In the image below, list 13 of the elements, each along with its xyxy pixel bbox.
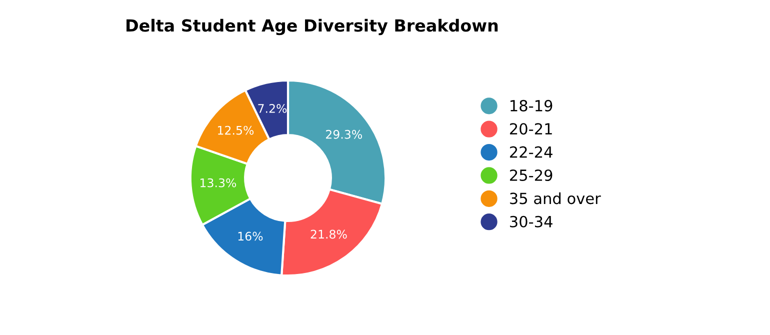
legend-label: 35 and over: [510, 192, 601, 204]
legend-label: 25-29: [510, 169, 552, 182]
chart-title: Delta Student Age Diversity Breakdown: [126, 18, 498, 36]
data-label: 21.8%: [310, 230, 347, 239]
legend-label: 30-34: [510, 216, 552, 228]
data-label: 16%: [238, 232, 263, 241]
data-label: 12.5%: [218, 126, 254, 135]
legend-label: 18-19: [510, 100, 552, 112]
data-label: 7.2%: [258, 104, 287, 113]
data-label: 13.3%: [200, 178, 236, 188]
data-label: 29.3%: [326, 130, 362, 139]
legend-label: 20-21: [510, 123, 552, 135]
legend-label: 22-24: [510, 146, 552, 158]
